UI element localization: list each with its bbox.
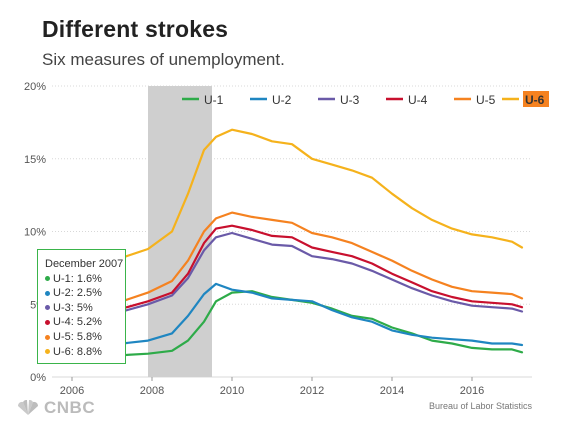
- cnbc-logo: CNBC: [15, 398, 95, 418]
- tooltip-row: U-1: 1.6%: [45, 272, 125, 287]
- y-tick-label: 0%: [30, 372, 46, 384]
- y-tick-label: 15%: [24, 154, 46, 166]
- tooltip-label: U-6: 8.8%: [53, 345, 102, 358]
- tooltip-row: U-3: 5%: [45, 301, 125, 316]
- y-tick-label: 10%: [24, 227, 46, 239]
- tooltip-row: U-6: 8.8%: [45, 345, 125, 360]
- legend-label-u-1: U-1: [204, 93, 224, 107]
- x-tick-label: 2008: [140, 385, 164, 397]
- tooltip-rows: U-1: 1.6% U-2: 2.5% U-3: 5% U-4: 5.2% U-5: 5…: [45, 272, 125, 360]
- y-tick-label: 20%: [24, 81, 46, 93]
- tooltip-label: U-5: 5.8%: [53, 330, 102, 343]
- recession-shading: [148, 86, 212, 377]
- tooltip-label: U-1: 1.6%: [53, 272, 102, 285]
- tooltip-label: U-2: 2.5%: [53, 287, 102, 300]
- series-line-u-5: [120, 211, 524, 303]
- tooltip-label: U-3: 5%: [53, 301, 93, 314]
- tooltip-header: December 2007: [45, 258, 124, 270]
- x-tick-label: 2010: [220, 385, 244, 397]
- hover-tooltip: December 2007 U-1: 1.6% U-2: 2.5% U-3: 5% U…: [37, 249, 126, 364]
- tooltip-label: U-4: 5.2%: [53, 316, 102, 329]
- tooltip-dot: [45, 305, 50, 311]
- legend: U-1 U-2 U-3 U-4 U-5 U-6: [182, 91, 549, 107]
- x-tick-label: 2012: [300, 385, 324, 397]
- legend-label-u-2: U-2: [272, 93, 292, 107]
- x-tick-label: 2016: [460, 385, 484, 397]
- tooltip-row: U-5: 5.8%: [45, 330, 125, 345]
- tooltip-row: U-4: 5.2%: [45, 315, 125, 330]
- legend-label-u-5: U-5: [476, 93, 496, 107]
- peacock-icon: [17, 400, 39, 415]
- series-line-u-4: [120, 224, 524, 310]
- tooltip-dot: [45, 319, 50, 325]
- chart-subtitle: Six measures of unemployment.: [42, 50, 285, 69]
- legend-label-u-4: U-4: [408, 93, 428, 107]
- x-tick-label: 2014: [380, 385, 404, 397]
- brand-wordmark: CNBC: [44, 398, 96, 417]
- chart-title: Different strokes: [42, 16, 229, 42]
- series-line-u-6: [120, 128, 524, 259]
- grid-layer: [52, 85, 532, 378]
- series-line-u-2: [120, 282, 524, 347]
- source-note: Bureau of Labor Statistics: [428, 401, 532, 411]
- tooltip-row: U-2: 2.5%: [45, 286, 125, 301]
- series-layer: [120, 128, 524, 357]
- tooltip-dot: [45, 276, 50, 282]
- recession-band: [148, 86, 212, 377]
- tooltip-dot: [45, 334, 50, 340]
- legend-label-u-3: U-3: [340, 93, 360, 107]
- legend-label-u-6: U-6: [525, 93, 545, 107]
- tooltip-dot: [45, 349, 50, 355]
- series-line-u-3: [120, 231, 524, 313]
- tooltip-dot: [45, 290, 50, 296]
- legend-highlight-u-6: [523, 91, 549, 107]
- x-tick-label: 2006: [60, 385, 84, 397]
